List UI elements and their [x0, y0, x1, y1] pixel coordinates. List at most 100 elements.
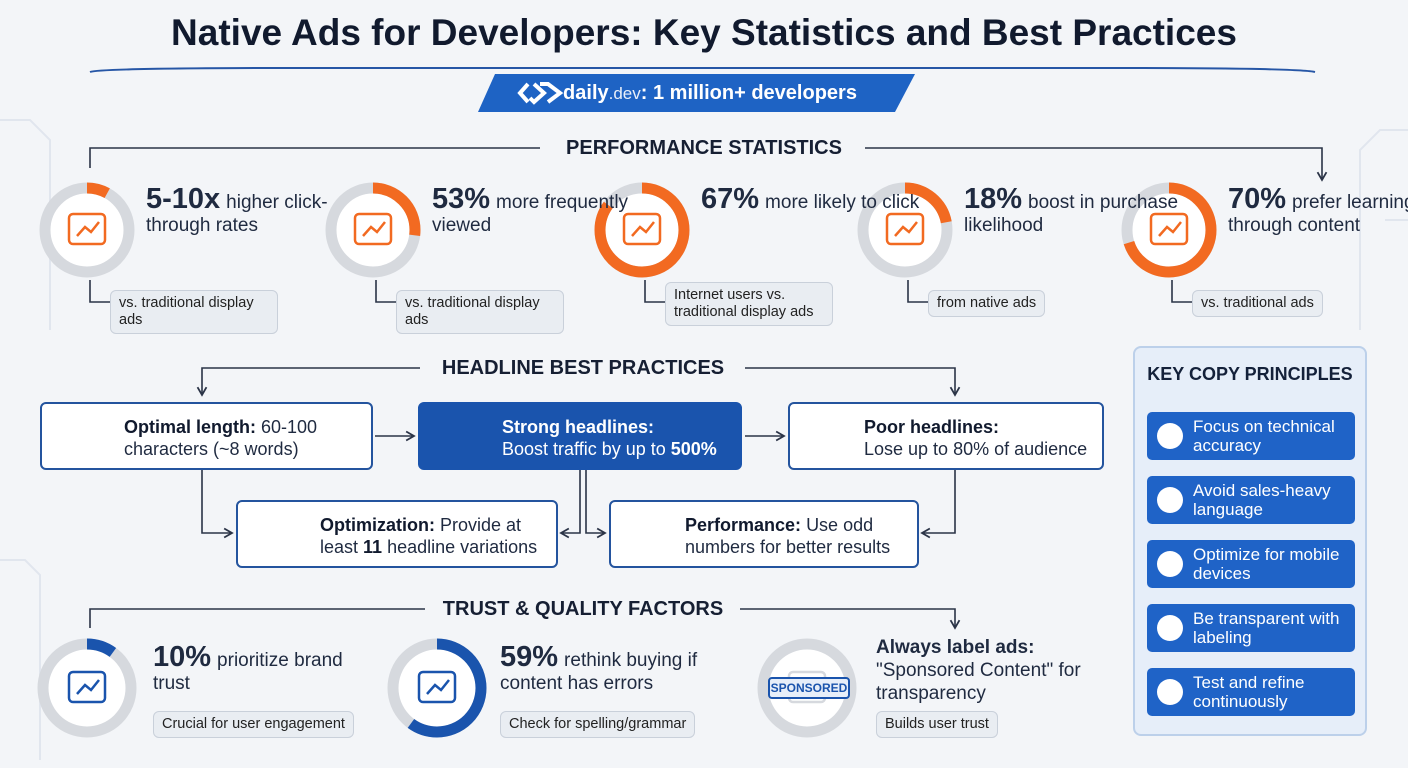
icon: [894, 221, 918, 237]
title-rule: [89, 67, 1316, 73]
trust-text-line: "Sponsored Content" for transparency: [876, 660, 1081, 704]
stat-note: vs. traditional display ads: [110, 290, 278, 334]
icon: [76, 221, 100, 237]
banner-shape: [478, 74, 915, 112]
stat-value: 18%: [964, 183, 1023, 215]
stat-label: prefer learning through content: [1228, 192, 1408, 236]
stat-value: 5-10x: [146, 183, 221, 215]
stat-label: boost in purchase likelihood: [964, 192, 1179, 236]
stat-text: 70% prefer learning through content: [1228, 185, 1408, 237]
icon: [631, 221, 655, 237]
connector: [1171, 280, 1192, 303]
check-icon: [1157, 615, 1183, 641]
principle: Focus on technical accuracy: [1147, 412, 1355, 460]
ring-arc: [857, 182, 953, 278]
connector: [375, 280, 396, 303]
trust-note: Builds user trust: [876, 711, 998, 738]
brand-logo: [517, 82, 564, 105]
trust-text-line: prioritize brand trust: [153, 650, 343, 694]
ring-arc: [594, 182, 690, 278]
principle-text: Avoid sales-heavy language: [1193, 481, 1331, 519]
tip-box: Strong headlines: Boost traffic by up to …: [418, 402, 742, 470]
tip-label: Poor headlines:: [864, 417, 1000, 437]
tip-box: Poor headlines: Lose up to 80% of audienc…: [788, 402, 1104, 470]
tip-emphasis: 500%: [670, 439, 717, 459]
section-heading: PERFORMANCE STATISTICS: [554, 137, 854, 160]
tip-text: Lose up to 80% of audience: [864, 439, 1088, 459]
ring-arc: [39, 182, 135, 278]
stat-text: 53% more frequently viewed: [432, 185, 672, 237]
icon: [67, 670, 107, 704]
brand: daily: [563, 82, 609, 104]
connector: [89, 280, 110, 303]
trust-value: 10%: [153, 641, 212, 673]
icon: [885, 212, 925, 246]
section-heading: TRUST & QUALITY FACTORS: [430, 598, 736, 621]
trust-text: Always label ads: "Sponsored Content" for…: [876, 636, 1101, 705]
tip-text: Use odd numbers for better results: [685, 515, 891, 557]
check-icon: [1157, 487, 1183, 513]
icon: [1158, 221, 1182, 237]
stat-note: Internet users vs. traditional display a…: [665, 282, 833, 326]
stat-label: higher click-through rates: [146, 192, 328, 236]
principle: Optimize for mobile devices: [1147, 540, 1355, 588]
tip-box: Optimal length: 60-100 characters (~8 wo…: [40, 402, 373, 470]
icon: [67, 212, 107, 246]
check-icon: [1157, 551, 1183, 577]
trust-note: Crucial for user engagement: [153, 711, 354, 738]
principle: Be transparent with labeling: [1147, 604, 1355, 652]
tip-text: 60-100 characters (~8 words): [124, 417, 318, 459]
icon: [353, 212, 393, 246]
section-heading: HEADLINE BEST PRACTICES: [429, 357, 737, 380]
stat-value: 67%: [701, 183, 760, 215]
trust-note: Check for spelling/grammar: [500, 711, 696, 738]
ring-arc: [387, 638, 487, 738]
icon: [417, 670, 457, 704]
tip-label: Optimization:: [320, 515, 435, 535]
tip-text: Provide at least: [320, 515, 522, 557]
stat-note: from native ads: [928, 290, 1046, 317]
principle-text: Optimize for mobile devices: [1193, 545, 1340, 583]
principle-text: Focus on technical accuracy: [1193, 417, 1335, 455]
stat-value: 53%: [432, 183, 491, 215]
connector: [907, 280, 928, 303]
trust-text: 10% prioritize brand trust: [153, 643, 378, 695]
ring-arc: [325, 182, 421, 278]
title: Native Ads for Developers: Key Statistic…: [171, 12, 1237, 53]
tagline: : 1 million+ developers: [640, 82, 857, 104]
principle: Test and refine continuously: [1147, 668, 1355, 716]
tip-label: Optimal length:: [124, 417, 256, 437]
tip-text: Boost traffic by up to: [502, 439, 671, 459]
trust-text-line: rethink buying if content has errors: [500, 650, 698, 694]
tip-box: Performance: Use odd numbers for better …: [609, 500, 919, 568]
icon: [426, 679, 450, 695]
trust-label: Always label ads:: [876, 637, 1035, 658]
stat-label: more likely to click: [765, 192, 920, 213]
badge: SPONSORED: [768, 677, 850, 699]
stat-label: more frequently viewed: [432, 192, 629, 236]
stat-note: vs. traditional ads: [1192, 290, 1323, 317]
icon: [362, 221, 386, 237]
stat-text: 67% more likely to click: [701, 185, 941, 214]
connector: [644, 280, 665, 303]
brand-suffix: .dev: [608, 84, 641, 103]
check-icon: [1157, 423, 1183, 449]
principle-text: Test and refine continuously: [1193, 673, 1305, 711]
principle: Avoid sales-heavy language: [1147, 476, 1355, 524]
tip-box: Optimization: Provide at least 11 headli…: [236, 500, 558, 568]
trust-value: 59%: [500, 641, 559, 673]
connectors: [89, 147, 1328, 630]
ring-arc: [1121, 182, 1217, 278]
ring-arc: [37, 638, 137, 738]
principles-panel: KEY COPY PRINCIPLES Focus on technical ac…: [1133, 346, 1367, 736]
stat-text: 18% boost in purchase likelihood: [964, 185, 1204, 237]
stat-value: 70%: [1228, 183, 1287, 215]
principle-text: Be transparent with labeling: [1193, 609, 1340, 647]
icon: [1149, 212, 1189, 246]
stat-note: vs. traditional display ads: [396, 290, 564, 334]
trust-text: 59% rethink buying if content has errors: [500, 643, 725, 695]
stat-text: 5-10x higher click-through rates: [146, 185, 386, 237]
icon: [622, 212, 662, 246]
